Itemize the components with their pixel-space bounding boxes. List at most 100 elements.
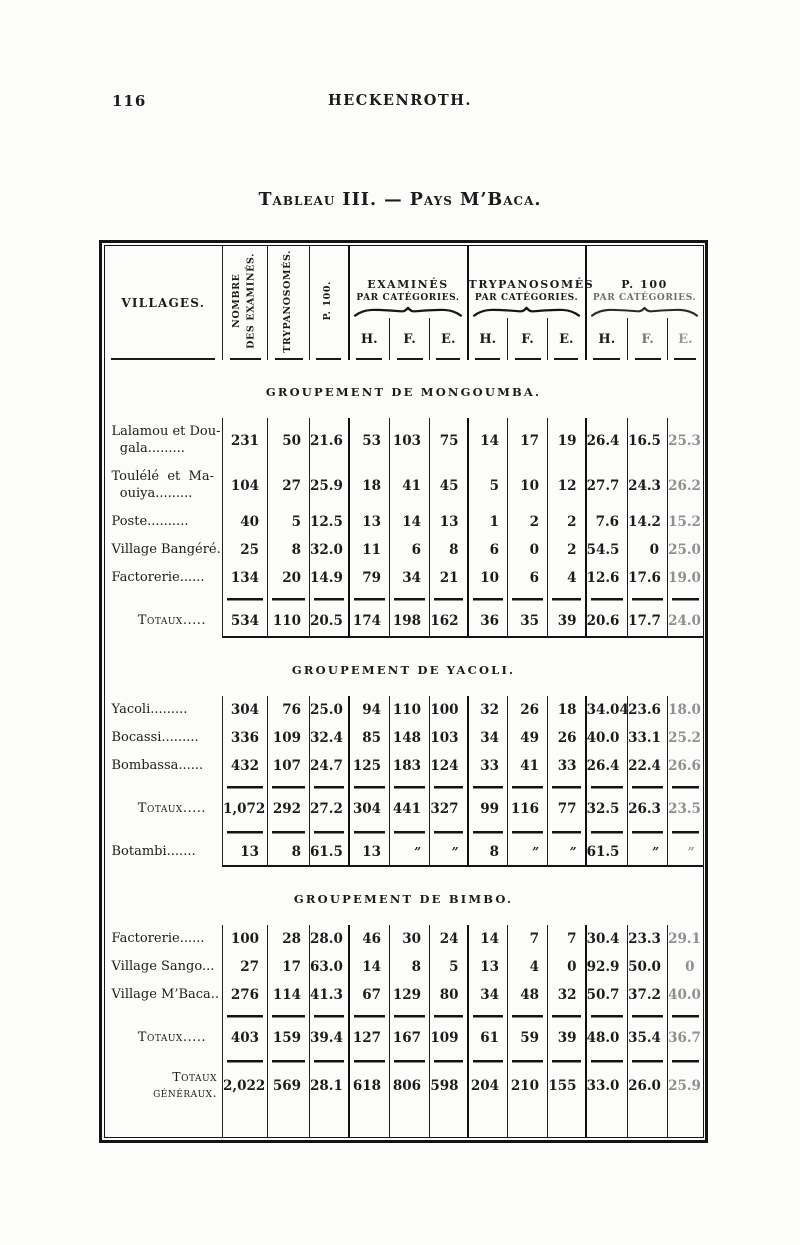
value-cell: 28.1 — [309, 1067, 349, 1106]
value-cell: 7.6 — [584, 508, 628, 537]
spacer-cell — [222, 1105, 268, 1138]
totals-row: Totaux..... 1,072 292 27.2 304 441 327 99 116 77 3… — [105, 793, 703, 826]
rule-cell — [547, 592, 586, 606]
value-cell: 19.0 — [667, 564, 703, 593]
value-cell: 1 — [466, 508, 508, 537]
col-header-examines-h: H. — [347, 318, 390, 361]
value-cell: 92.9 — [584, 953, 628, 982]
value-cell: 127 — [347, 1022, 390, 1055]
running-head: HECKENROTH. — [328, 92, 472, 109]
col-header-p100: P. 100. — [309, 245, 349, 361]
col-header-examines-f: F. — [389, 318, 430, 361]
spacer-row — [105, 1105, 703, 1138]
value-cell: 276 — [222, 981, 268, 1010]
village-cell: Factorerie...... — [111, 569, 205, 585]
rule-cell — [428, 780, 468, 794]
value-cell: 26 — [547, 724, 586, 753]
value-cell: 0 — [627, 536, 668, 565]
col-header-nombre-examines: NOMBRE DES EXAMINÉS. — [222, 245, 268, 361]
value-cell: 17.7 — [627, 605, 668, 639]
value-cell: 80 — [428, 981, 468, 1010]
rule-cell — [428, 592, 468, 606]
vertical-label: P. 100. — [322, 281, 334, 321]
value-cell: 26.6 — [667, 752, 703, 781]
village-cell: Totaux..... — [137, 612, 206, 628]
table-body: GROUPEMENT DE MONGOUMBA. Lalamou et Dou- … — [105, 360, 703, 1138]
value-cell: 124 — [428, 752, 468, 781]
col-header-villages: VILLAGES. — [104, 245, 223, 361]
value-cell: 23.5 — [667, 793, 703, 826]
value-cell: 17 — [267, 953, 310, 982]
rule-cell — [627, 592, 668, 606]
value-cell: 100 — [428, 696, 468, 725]
value-cell: 32 — [547, 981, 586, 1010]
table-row: Bocassi......... 336 109 32.4 85 148 103 34 49 26… — [105, 724, 703, 753]
value-cell: 18.0 — [667, 696, 703, 725]
value-cell: 116 — [507, 793, 548, 826]
value-cell: 20 — [267, 564, 310, 593]
rule-cell — [389, 780, 430, 794]
brace-icon — [353, 306, 463, 317]
value-cell: 32.4 — [309, 724, 349, 753]
value-cell: 24.0 — [667, 605, 703, 639]
rule-spacer-cell — [105, 1009, 223, 1022]
col-header-p100-e: E. — [667, 318, 703, 361]
rule-cell — [627, 1054, 668, 1068]
brace-icon — [591, 306, 699, 317]
rule-row — [105, 780, 703, 794]
value-cell: 46 — [347, 925, 390, 954]
value-cell: 37.2 — [627, 981, 668, 1010]
totals-row: Totaux..... 403 159 39.4 127 167 109 61 59 39 48.0… — [105, 1022, 703, 1055]
village-cell: Botambi....... — [111, 843, 196, 859]
village-cell: Poste.......... — [111, 513, 189, 529]
value-cell: 204 — [466, 1067, 508, 1106]
value-cell: 569 — [267, 1067, 310, 1106]
value-cell: 36.7 — [667, 1022, 703, 1055]
value-cell: 14.9 — [309, 564, 349, 593]
village-cell: Village M’Baca.. — [111, 986, 220, 1002]
table-row: Village M’Baca.. 276 114 41.3 67 129 80 34 48 32 5… — [105, 981, 703, 1010]
table-header: VILLAGES. NOMBRE DES EXAMINÉS. TRYPANOSO… — [104, 245, 703, 361]
rule-cell — [222, 592, 268, 606]
value-cell: 14.2 — [627, 508, 668, 537]
value-cell: 76 — [267, 696, 310, 725]
rule-cell — [584, 780, 628, 794]
value-cell: 7 — [547, 925, 586, 954]
value-cell: 26 — [507, 696, 548, 725]
value-cell: 27.7 — [584, 463, 628, 509]
table-row: Yacoli......... 304 76 25.0 94 110 100 32 26 18 34… — [105, 696, 703, 725]
value-cell: 36 — [466, 605, 508, 639]
value-cell: 53 — [347, 418, 390, 464]
rule-cell — [466, 1054, 508, 1068]
value-cell: 198 — [389, 605, 430, 639]
rule-cell — [466, 592, 508, 606]
value-cell: 174 — [347, 605, 390, 639]
value-cell: 403 — [222, 1022, 268, 1055]
value-cell: 292 — [267, 793, 310, 826]
value-cell: 28.0 — [309, 925, 349, 954]
rule-cell — [389, 1054, 430, 1068]
totals-row: Totaux..... 534 110 20.5 174 198 162 36 35 39 20.6… — [105, 605, 703, 639]
value-cell: 21.6 — [309, 418, 349, 464]
value-cell: 67 — [347, 981, 390, 1010]
value-cell: ” — [667, 838, 703, 868]
village-cell: Bocassi......... — [111, 729, 199, 745]
value-cell: 109 — [428, 1022, 468, 1055]
value-cell: ” — [428, 838, 468, 868]
value-cell: 23.6 — [627, 696, 668, 725]
rule-cell — [222, 825, 268, 839]
village-cell: Totaux généraux. — [153, 1070, 222, 1101]
value-cell: 14 — [389, 508, 430, 537]
rule-cell — [507, 592, 548, 606]
table-row: Bombassa...... 432 107 24.7 125 183 124 33 41 33 2… — [105, 752, 703, 781]
rule-cell — [309, 1009, 349, 1023]
value-cell: 162 — [428, 605, 468, 639]
value-cell: 12.5 — [309, 508, 349, 537]
value-cell: 10 — [507, 463, 548, 509]
village-cell: Village Sango... — [111, 958, 215, 974]
value-cell: 14 — [347, 953, 390, 982]
value-cell: 0 — [667, 953, 703, 982]
value-cell: 6 — [466, 536, 508, 565]
value-cell: 110 — [267, 605, 310, 639]
value-cell: 41.3 — [309, 981, 349, 1010]
